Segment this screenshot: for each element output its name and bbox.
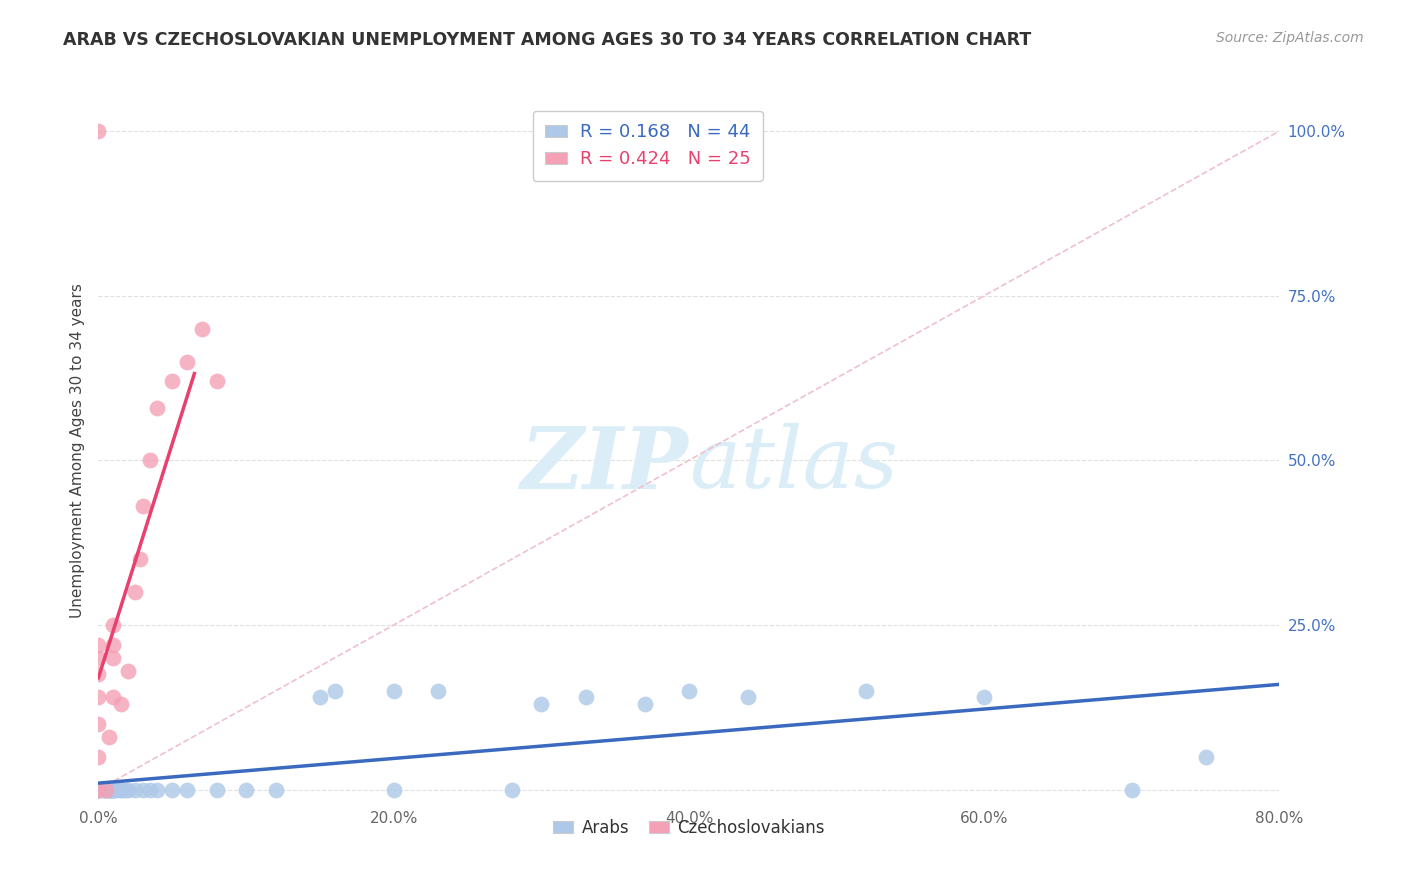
Point [176,782,198,797]
Point [91,782,114,797]
Point [114,782,136,797]
Point [87,782,110,797]
Point [309,690,332,705]
Text: ZIP: ZIP [522,423,689,507]
Point [146,401,169,415]
Point [205,782,228,797]
Point [530,697,553,711]
Point [176,354,198,368]
Point [103,782,125,797]
Point [124,585,146,599]
Point [103,782,125,797]
Point [97,782,120,797]
Point [87,690,110,705]
Point [146,782,169,797]
Point [132,782,155,797]
Point [139,453,162,467]
Point [110,697,132,711]
Point [87,651,110,665]
Point [117,664,139,678]
Point [87,667,110,681]
Legend: Arabs, Czechoslovakians: Arabs, Czechoslovakians [547,813,831,844]
Point [124,782,146,797]
Point [427,683,450,698]
Point [110,782,132,797]
Point [139,782,162,797]
Text: ARAB VS CZECHOSLOVAKIAN UNEMPLOYMENT AMONG AGES 30 TO 34 YEARS CORRELATION CHART: ARAB VS CZECHOSLOVAKIAN UNEMPLOYMENT AMO… [63,31,1032,49]
Point [973,690,995,705]
Point [103,618,125,632]
Point [855,683,877,698]
Point [235,782,257,797]
Point [737,690,759,705]
Y-axis label: Unemployment Among Ages 30 to 34 years: Unemployment Among Ages 30 to 34 years [69,283,84,618]
Point [501,782,523,797]
Point [91,782,114,797]
Point [382,683,405,698]
Point [87,782,110,797]
Text: Source: ZipAtlas.com: Source: ZipAtlas.com [1216,31,1364,45]
Point [87,716,110,731]
Point [678,683,700,698]
Point [103,690,125,705]
Point [87,782,110,797]
Point [103,638,125,652]
Point [191,321,214,335]
Point [1195,749,1218,764]
Point [87,749,110,764]
Point [87,124,110,138]
Point [105,782,128,797]
Point [1121,782,1143,797]
Point [98,782,121,797]
Point [264,782,287,797]
Point [162,374,183,388]
Point [98,782,121,797]
Point [575,690,598,705]
Point [87,638,110,652]
Point [98,782,121,797]
Point [110,782,132,797]
Point [162,782,183,797]
Point [128,552,150,566]
Point [87,782,110,797]
Point [94,782,117,797]
Point [634,697,657,711]
Point [94,782,117,797]
Point [205,374,228,388]
Point [94,782,117,797]
Point [323,683,346,698]
Text: atlas: atlas [689,423,898,506]
Point [87,782,110,797]
Point [132,500,155,514]
Point [103,782,125,797]
Point [97,730,120,744]
Point [382,782,405,797]
Point [103,651,125,665]
Point [117,782,139,797]
